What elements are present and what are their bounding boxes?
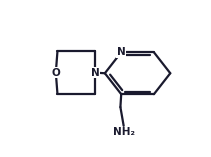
Text: O: O: [51, 68, 60, 78]
Text: N: N: [91, 68, 99, 78]
Text: N: N: [117, 47, 126, 57]
Text: NH₂: NH₂: [113, 127, 135, 138]
